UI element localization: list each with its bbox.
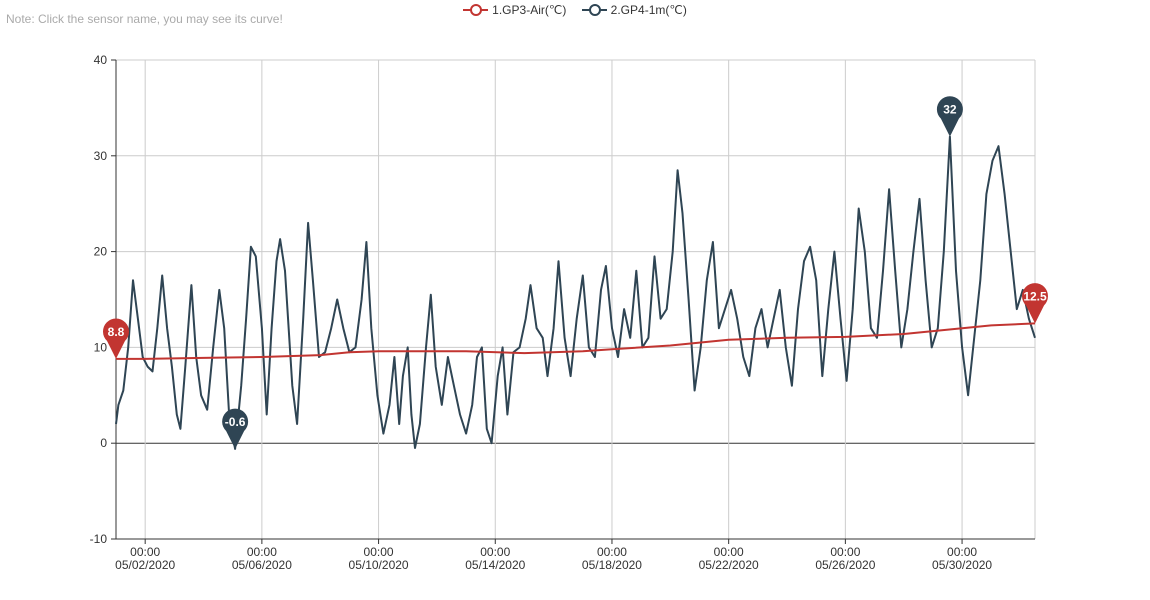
marker-label: 8.8	[108, 325, 125, 339]
x-tick-label-date: 05/22/2020	[699, 558, 759, 572]
y-tick-label: 30	[94, 149, 108, 163]
y-tick-label: -10	[90, 532, 108, 546]
legend-item-gp4-1m[interactable]: 2.GP4-1m(℃)	[581, 3, 687, 17]
legend-item-gp3-air[interactable]: 1.GP3-Air(℃)	[463, 3, 566, 17]
marker-label: 12.5	[1023, 289, 1047, 303]
x-tick-label-time: 00:00	[130, 545, 160, 559]
y-tick-label: 20	[94, 245, 108, 259]
x-tick-label-time: 00:00	[364, 545, 394, 559]
x-tick-label-time: 00:00	[247, 545, 277, 559]
marker-label: 32	[943, 103, 957, 117]
x-tick-label-date: 05/30/2020	[932, 558, 992, 572]
series-line-gp3-air	[116, 322, 1036, 360]
legend-line-circle-icon	[581, 3, 607, 17]
legend: 1.GP3-Air(℃) 2.GP4-1m(℃)	[0, 3, 1150, 20]
y-tick-label: 10	[94, 340, 108, 354]
y-tick-label: 40	[94, 53, 108, 67]
marker-pin	[102, 318, 129, 359]
marker-pin	[222, 408, 249, 449]
x-tick-label-time: 00:00	[480, 545, 510, 559]
marker-label: -0.6	[225, 415, 246, 429]
series-line-gp4-1m	[115, 135, 1036, 450]
x-tick-label-date: 05/02/2020	[115, 558, 175, 572]
x-tick-label-date: 05/14/2020	[465, 558, 525, 572]
marker-pin	[936, 96, 963, 137]
x-tick-label-time: 00:00	[947, 545, 977, 559]
x-tick-label-date: 05/10/2020	[349, 558, 409, 572]
legend-line-circle-icon	[463, 3, 489, 17]
x-tick-label-date: 05/06/2020	[232, 558, 292, 572]
legend-label: 1.GP3-Air(℃)	[492, 3, 567, 17]
x-tick-label-time: 00:00	[714, 545, 744, 559]
note-text: Note: Click the sensor name, you may see…	[6, 12, 283, 26]
x-tick-label-date: 05/18/2020	[582, 558, 642, 572]
marker-pin	[1022, 283, 1048, 324]
x-tick-label-time: 00:00	[830, 545, 860, 559]
x-tick-label-time: 00:00	[597, 545, 627, 559]
legend-label: 2.GP4-1m(℃)	[610, 3, 687, 17]
y-tick-label: 0	[100, 436, 107, 450]
x-tick-label-date: 05/26/2020	[815, 558, 875, 572]
